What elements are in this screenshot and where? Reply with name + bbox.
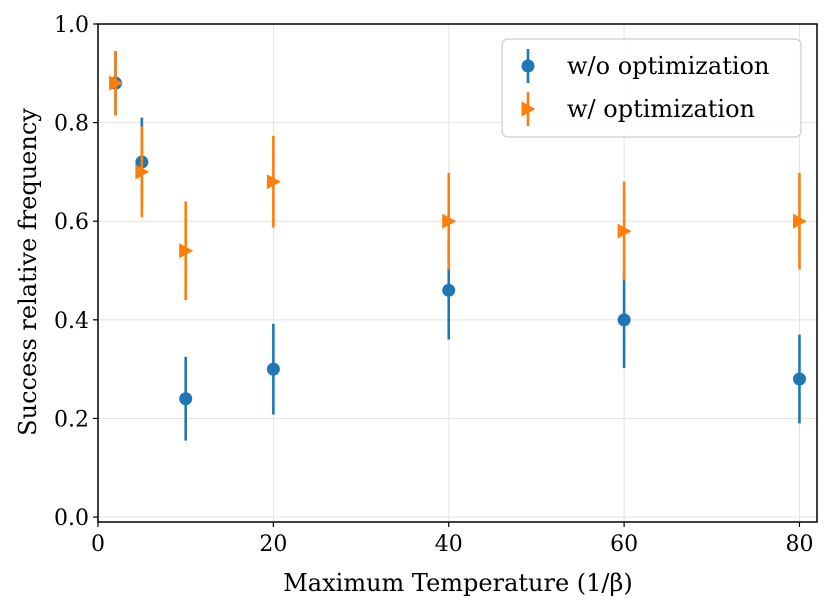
data-point bbox=[179, 243, 194, 259]
y-tick-label: 0.2 bbox=[54, 407, 89, 432]
legend-label-with-optimization: w/ optimization bbox=[567, 95, 755, 123]
legend-triangle-marker bbox=[521, 101, 536, 117]
legend-label-without-optimization: w/o optimization bbox=[567, 52, 769, 80]
data-point bbox=[442, 213, 457, 229]
y-tick-label: 0.0 bbox=[54, 506, 89, 531]
x-axis-label: Maximum Temperature (1/β) bbox=[283, 569, 633, 597]
data-point bbox=[792, 372, 806, 386]
data-point bbox=[617, 313, 631, 327]
legend-box bbox=[501, 38, 802, 138]
y-tick-label: 0.8 bbox=[54, 112, 89, 137]
legend: w/o optimization w/ optimization bbox=[501, 38, 802, 138]
data-point bbox=[617, 223, 632, 239]
data-point bbox=[792, 213, 807, 229]
data-point bbox=[266, 174, 281, 190]
x-tick-label: 0 bbox=[91, 532, 105, 557]
data-point bbox=[135, 164, 150, 180]
series-with-optimization bbox=[109, 51, 807, 301]
y-tick-label: 0.6 bbox=[54, 210, 89, 235]
x-tick-label: 40 bbox=[435, 532, 463, 557]
data-point bbox=[442, 283, 456, 297]
legend-circle-marker bbox=[521, 59, 535, 73]
y-tick-label: 1.0 bbox=[54, 13, 89, 38]
x-tick-label: 20 bbox=[259, 532, 287, 557]
data-layer bbox=[109, 51, 807, 441]
y-tick-label: 0.4 bbox=[54, 309, 89, 334]
ticks: 0 20 40 60 80 0.0 0.2 0.4 0.6 0.8 1.0 bbox=[54, 13, 813, 557]
data-point bbox=[179, 392, 193, 406]
data-point bbox=[109, 75, 124, 91]
data-point bbox=[266, 362, 280, 376]
axes-frame bbox=[97, 23, 818, 523]
x-tick-label: 60 bbox=[610, 532, 638, 557]
x-tick-label: 80 bbox=[785, 532, 813, 557]
y-axis-label: Success relative frequency bbox=[14, 108, 42, 436]
